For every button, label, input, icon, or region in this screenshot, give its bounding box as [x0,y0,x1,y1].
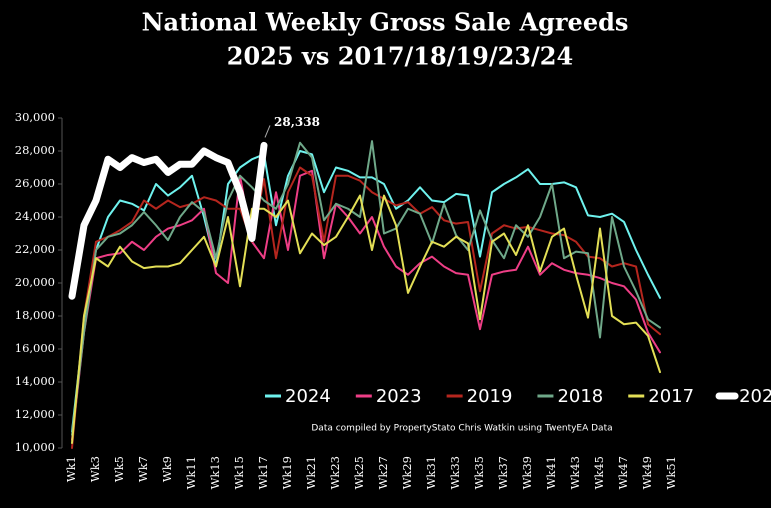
x-tick-label: Wk15 [232,456,246,489]
x-tick-label: Wk33 [448,456,462,489]
legend-label: 2018 [557,386,603,407]
x-tick-label: Wk21 [304,456,318,489]
x-tick-label: Wk31 [424,456,438,489]
x-tick-label: Wk47 [616,456,630,489]
y-tick-label: 30,000 [15,110,55,124]
x-tick-label: Wk1 [64,456,78,482]
x-tick-label: Wk25 [352,456,366,489]
y-tick-label: 26,000 [15,176,55,190]
y-tick-label: 10,000 [15,440,55,454]
x-tick-label: Wk9 [160,456,174,482]
chart-title: National Weekly Gross Sale Agreeds [142,8,629,37]
series-line [71,166,661,449]
x-tick-label: Wk27 [376,456,390,489]
y-tick-label: 18,000 [15,308,55,322]
legend-label: 2017 [648,386,694,407]
annotation-leader [264,125,271,138]
x-tick-label: Wk49 [640,456,654,489]
legend-label: 2025 [739,386,771,407]
x-tick-label: Wk35 [472,456,486,489]
x-tick-label: Wk19 [280,456,294,489]
x-tick-label: Wk37 [496,456,510,489]
series-line [68,141,268,300]
data-label: 28,338 [274,115,320,129]
legend-label: 2024 [285,386,331,407]
y-tick-label: 24,000 [15,209,55,223]
x-tick-label: Wk29 [400,456,414,489]
x-tick-label: Wk43 [568,456,582,489]
y-tick-label: 28,000 [15,143,55,157]
y-tick-label: 20,000 [15,275,55,289]
legend-label: 2019 [467,386,513,407]
source-note: Data compiled by PropertyStato Chris Wat… [311,424,612,434]
x-tick-label: Wk13 [208,456,222,489]
x-tick-label: Wk39 [520,456,534,489]
x-tick-label: Wk3 [88,456,102,482]
legend-label: 2023 [376,386,422,407]
y-tick-label: 12,000 [15,407,55,421]
x-tick-label: Wk5 [112,456,126,482]
x-tick-label: Wk41 [544,456,558,489]
x-tick-label: Wk7 [136,456,150,482]
x-tick-label: Wk17 [256,456,270,489]
chart-subtitle: 2025 vs 2017/18/19/23/24 [227,42,573,71]
y-tick-label: 16,000 [15,341,55,355]
series-line [71,194,661,445]
y-tick-label: 14,000 [15,374,55,388]
x-tick-label: Wk11 [184,456,198,489]
y-tick-label: 22,000 [15,242,55,256]
x-tick-label: Wk45 [592,456,606,489]
x-tick-label: Wk51 [664,456,678,489]
series-line [71,140,661,436]
x-tick-label: Wk23 [328,456,342,489]
